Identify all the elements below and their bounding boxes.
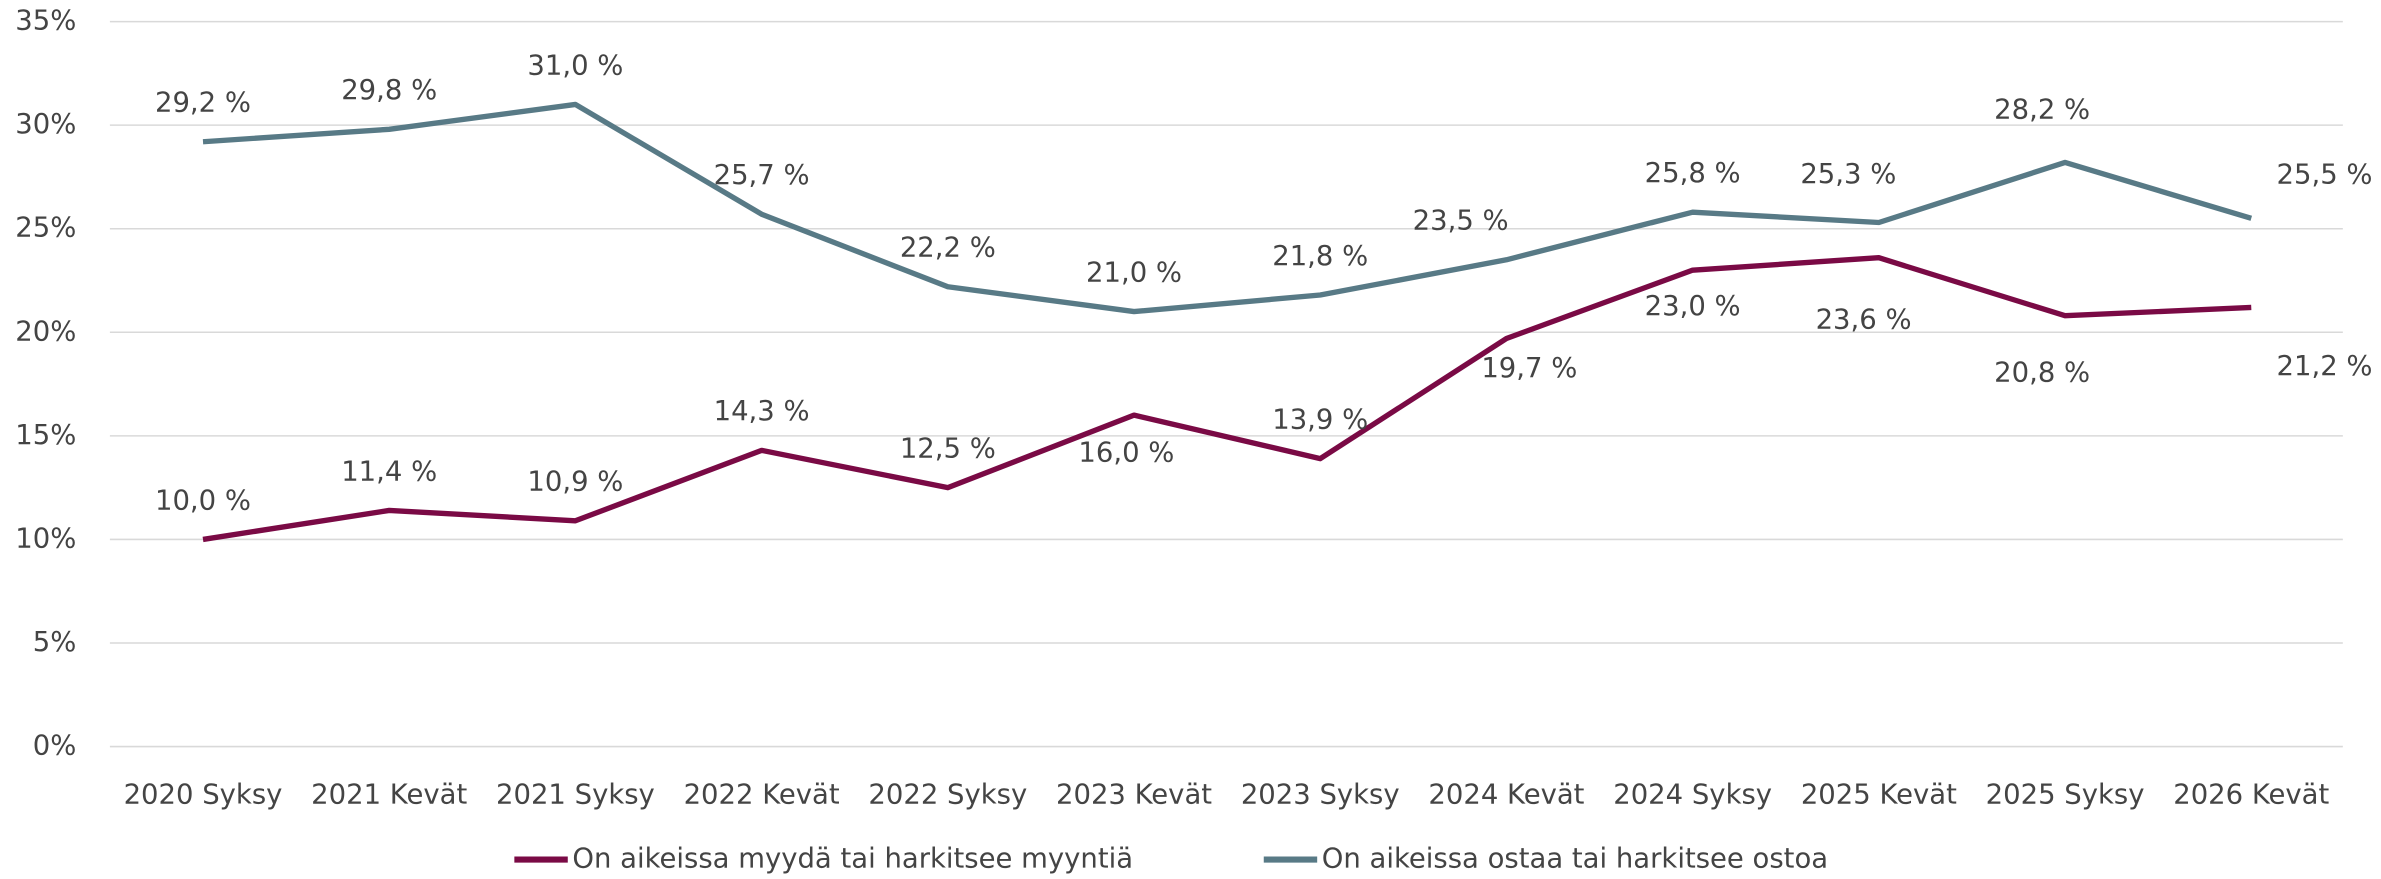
x-tick-label: 2026 Kevät (2173, 779, 2329, 810)
series-line (202, 101, 2253, 315)
data-label: 12,5 % (900, 433, 996, 464)
legend-label: On aikeissa ostaa tai harkitsee ostoa (1322, 844, 1828, 875)
y-tick-label: 30% (15, 109, 76, 140)
data-label: 22,2 % (900, 233, 996, 264)
x-tick-label: 2020 Syksy (124, 779, 283, 810)
x-tick-label: 2021 Syksy (496, 779, 655, 810)
x-tick-label: 2023 Syksy (1241, 779, 1400, 810)
y-tick-label: 25% (15, 213, 76, 244)
x-tick-label: 2025 Kevät (1801, 779, 1957, 810)
x-tick-label: 2025 Syksy (1986, 779, 2145, 810)
data-label: 25,8 % (1645, 158, 1741, 189)
data-label: 21,2 % (2277, 351, 2373, 382)
data-label: 11,4 % (341, 456, 437, 487)
data-label: 16,0 % (1078, 437, 1174, 468)
x-tick-label: 2023 Kevät (1056, 779, 1212, 810)
y-tick-label: 5% (33, 627, 77, 658)
data-label: 31,0 % (527, 50, 623, 81)
data-label: 25,7 % (714, 160, 810, 191)
data-label: 10,9 % (527, 467, 623, 498)
x-tick-label: 2024 Kevät (1428, 779, 1584, 810)
y-tick-label: 35% (15, 6, 76, 37)
data-label: 23,6 % (1816, 304, 1912, 335)
data-label: 25,5 % (2277, 160, 2373, 191)
y-tick-label: 0% (33, 731, 77, 762)
data-label: 23,0 % (1645, 291, 1741, 322)
data-label: 19,7 % (1481, 353, 1577, 384)
y-tick-label: 15% (15, 420, 76, 451)
y-tick-label: 20% (15, 316, 76, 347)
data-label: 28,2 % (1994, 95, 2090, 126)
data-label: 23,5 % (1413, 206, 1509, 237)
data-label: 25,3 % (1800, 159, 1896, 190)
data-label: 29,8 % (341, 75, 437, 106)
legend-label: On aikeissa myydä tai harkitsee myyntiä (572, 844, 1133, 875)
series-line (202, 255, 2252, 543)
data-label: 13,9 % (1272, 404, 1368, 435)
data-label: 29,2 % (155, 88, 251, 119)
data-label: 14,3 % (714, 396, 810, 427)
x-tick-label: 2024 Syksy (1613, 779, 1772, 810)
y-tick-label: 10% (15, 523, 76, 554)
data-label: 20,8 % (1994, 358, 2090, 389)
x-tick-label: 2022 Syksy (868, 779, 1027, 810)
data-label: 21,0 % (1086, 257, 1182, 288)
data-label: 21,8 % (1272, 241, 1368, 272)
x-tick-label: 2022 Kevät (684, 779, 840, 810)
data-label: 10,0 % (155, 485, 251, 516)
x-tick-label: 2021 Kevät (311, 779, 467, 810)
